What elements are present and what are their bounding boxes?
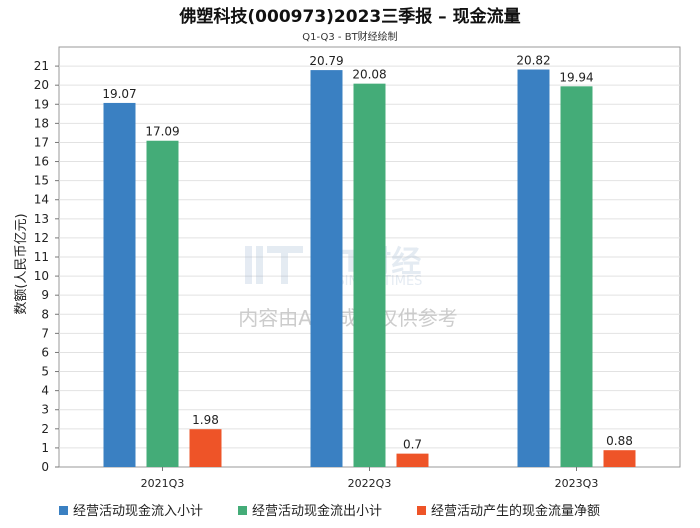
bar	[146, 140, 179, 467]
legend-swatch	[59, 506, 68, 515]
bar	[189, 429, 222, 467]
y-tick-label: 14	[34, 193, 49, 207]
y-tick-label: 0	[41, 460, 49, 474]
chart-subtitle: Q1-Q3 - BT财经绘制	[302, 30, 397, 43]
legend-label: 经营活动产生的现金流量净额	[431, 503, 600, 519]
bar	[560, 86, 593, 467]
y-tick-label: 5	[41, 365, 49, 379]
x-tick-label: 2021Q3	[141, 477, 185, 490]
watermark-logo-icon	[245, 246, 303, 284]
y-tick-label: 6	[41, 345, 49, 359]
watermark-notice: 内容由AI生成，仅供参考	[238, 306, 458, 330]
chart-title: 佛塑科技(000973)2023三季报 – 现金流量	[178, 6, 520, 27]
y-tick-label: 17	[34, 135, 49, 149]
y-tick-label: 2	[41, 422, 49, 436]
bar-value-label: 20.79	[309, 54, 343, 68]
bar	[517, 69, 550, 467]
legend-label: 经营活动现金流入小计	[73, 503, 203, 519]
bar-value-label: 1.98	[192, 413, 219, 427]
y-axis-label: 数额(人民币亿元)	[14, 213, 29, 314]
y-tick-label: 9	[41, 288, 49, 302]
bar-value-label: 0.7	[403, 438, 422, 452]
bar	[396, 453, 429, 467]
y-tick-label: 3	[41, 403, 49, 417]
legend-item: 经营活动产生的现金流量净额	[417, 503, 600, 519]
legend: 经营活动现金流入小计 经营活动现金流出小计 经营活动产生的现金流量净额	[59, 503, 600, 519]
y-tick-label: 8	[41, 307, 49, 321]
bar-value-label: 19.94	[559, 70, 593, 84]
y-tick-label: 18	[34, 116, 49, 130]
legend-item: 经营活动现金流出小计	[238, 503, 382, 519]
legend-label: 经营活动现金流出小计	[252, 503, 382, 519]
bar	[353, 83, 386, 468]
y-tick-label: 11	[34, 250, 49, 264]
y-tick-label: 19	[34, 97, 49, 111]
bars	[103, 69, 636, 468]
bar-value-label: 17.09	[145, 125, 179, 139]
axis-ticks: 01234567891011121314151617181920212021Q3…	[34, 59, 599, 490]
bar-value-label: 20.82	[516, 54, 550, 68]
bar-value-label: 0.88	[606, 434, 633, 448]
data-labels: 19.07 17.09 1.98 20.79 20.08 0.7 20.82 19.94 0.8…	[102, 54, 633, 452]
bar-value-label: 20.08	[352, 68, 386, 82]
legend-swatch	[417, 506, 426, 515]
x-tick-label: 2022Q3	[348, 477, 392, 490]
y-tick-label: 1	[41, 441, 49, 455]
legend-item: 经营活动现金流入小计	[59, 503, 203, 519]
y-tick-label: 12	[34, 231, 49, 245]
y-tick-label: 21	[34, 59, 49, 73]
bar-value-label: 19.07	[102, 87, 136, 101]
y-tick-label: 20	[34, 78, 49, 92]
y-tick-label: 16	[34, 155, 49, 169]
y-tick-label: 7	[41, 326, 49, 340]
x-tick-label: 2023Q3	[555, 477, 599, 490]
bar	[103, 102, 136, 467]
bar	[603, 450, 636, 467]
legend-swatch	[238, 506, 247, 515]
y-tick-label: 10	[34, 269, 49, 283]
bar	[310, 70, 343, 467]
y-tick-label: 4	[41, 384, 49, 398]
y-tick-label: 15	[34, 174, 49, 188]
y-tick-label: 13	[34, 212, 49, 226]
